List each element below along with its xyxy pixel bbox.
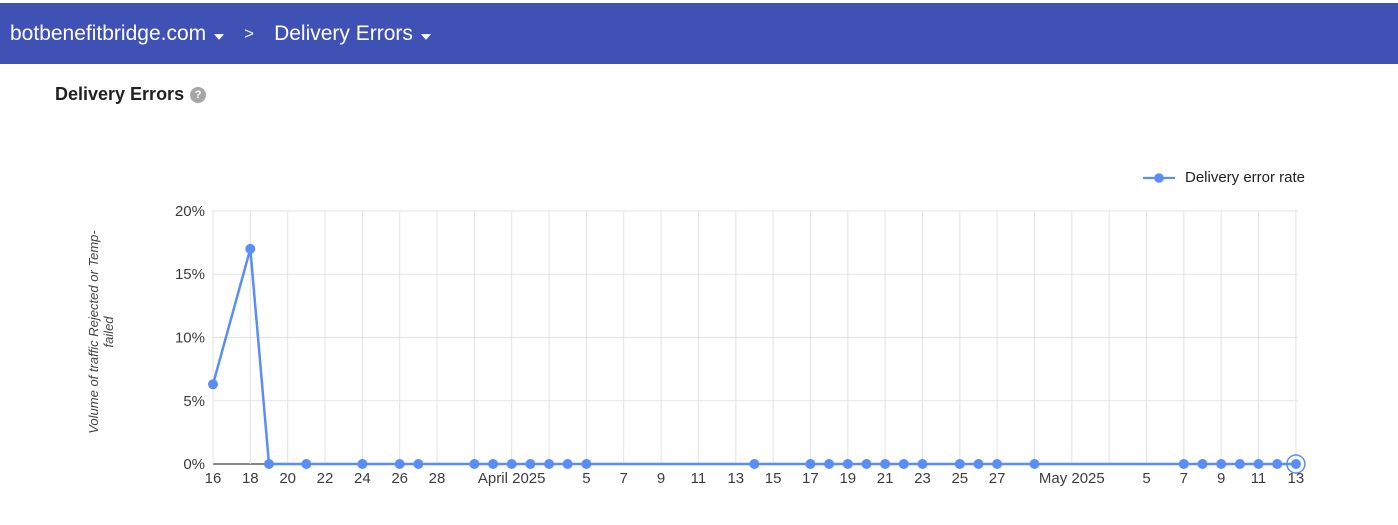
- svg-text:25: 25: [951, 470, 968, 487]
- svg-text:15: 15: [765, 470, 782, 487]
- svg-text:11: 11: [691, 470, 707, 487]
- svg-text:27: 27: [989, 470, 1006, 487]
- svg-text:20%: 20%: [175, 203, 205, 220]
- svg-text:April 2025: April 2025: [478, 470, 546, 487]
- svg-text:11: 11: [1251, 470, 1267, 487]
- svg-text:28: 28: [429, 470, 446, 487]
- svg-text:17: 17: [802, 470, 819, 487]
- svg-text:10%: 10%: [175, 330, 205, 347]
- svg-text:5%: 5%: [183, 393, 205, 410]
- svg-text:21: 21: [877, 470, 894, 487]
- svg-text:0%: 0%: [183, 456, 205, 473]
- svg-text:20: 20: [279, 470, 296, 487]
- svg-text:18: 18: [242, 470, 259, 487]
- svg-text:26: 26: [391, 470, 408, 487]
- svg-text:5: 5: [582, 470, 590, 487]
- svg-text:9: 9: [1217, 470, 1225, 487]
- svg-text:13: 13: [1288, 470, 1305, 487]
- svg-text:7: 7: [1180, 470, 1188, 487]
- svg-text:19: 19: [839, 470, 856, 487]
- svg-text:9: 9: [657, 470, 665, 487]
- svg-text:May 2025: May 2025: [1039, 470, 1105, 487]
- svg-text:22: 22: [317, 470, 334, 487]
- svg-text:24: 24: [354, 470, 371, 487]
- svg-text:23: 23: [914, 470, 931, 487]
- svg-text:5: 5: [1142, 470, 1150, 487]
- svg-text:16: 16: [205, 470, 222, 487]
- svg-text:7: 7: [620, 470, 628, 487]
- svg-text:13: 13: [727, 470, 744, 487]
- svg-text:15%: 15%: [175, 266, 205, 283]
